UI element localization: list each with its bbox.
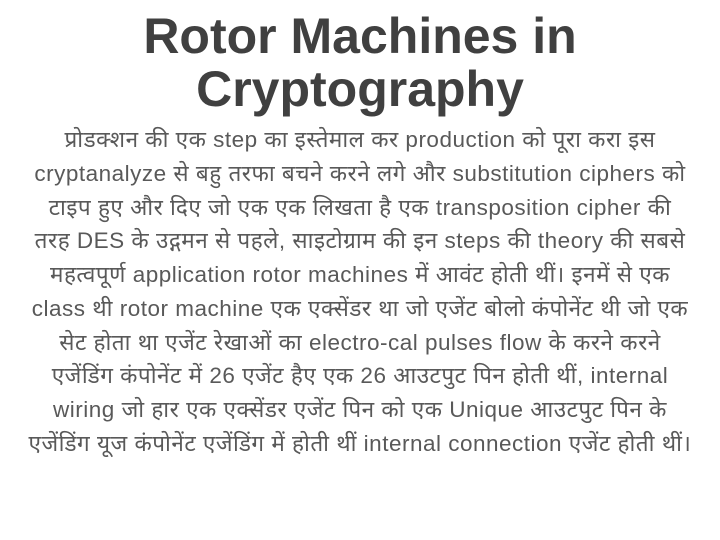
- slide-body-text: प्रोडक्शन की एक step का इस्तेमाल कर prod…: [28, 123, 692, 461]
- slide-page: Rotor Machines in Cryptography प्रोडक्शन…: [0, 0, 720, 540]
- slide-title: Rotor Machines in Cryptography: [28, 10, 692, 115]
